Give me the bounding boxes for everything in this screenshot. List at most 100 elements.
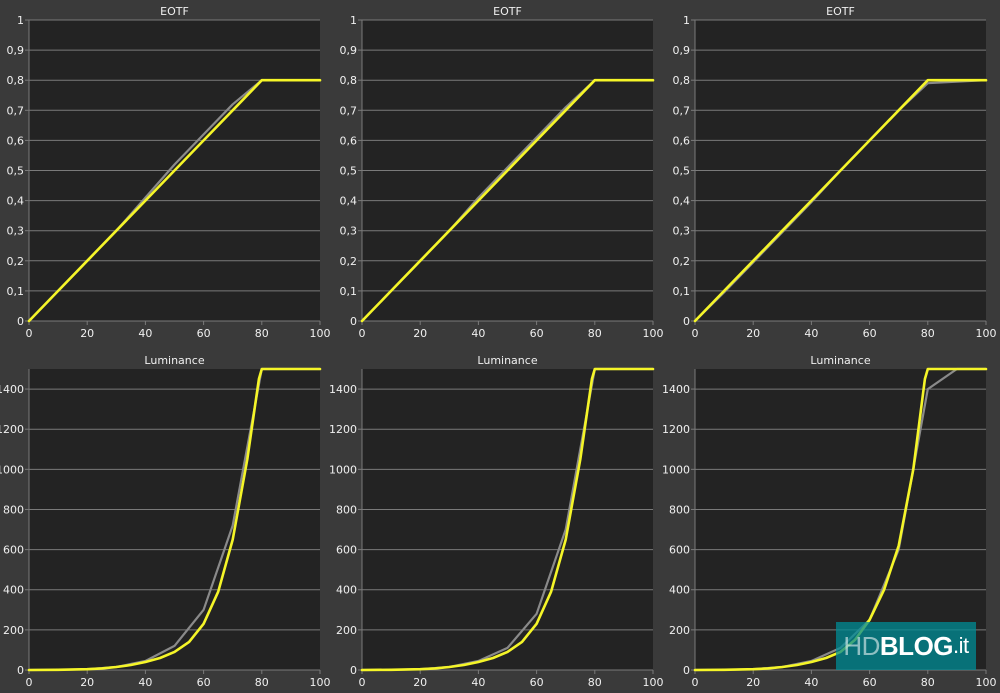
watermark-hd: HD <box>843 630 880 661</box>
y-tick-label: 0,9 <box>673 44 691 57</box>
x-tick-label: 60 <box>863 327 877 340</box>
plot-area <box>695 369 986 670</box>
chart-title: EOTF <box>493 5 522 18</box>
series-line-measured <box>27 367 322 672</box>
x-tick-label: 80 <box>921 327 935 340</box>
x-tick-label: 40 <box>804 327 818 340</box>
plot-area <box>29 369 320 670</box>
x-tick-label: 60 <box>197 327 211 340</box>
y-tick-label: 0,9 <box>340 44 358 57</box>
y-tick-label: 0 <box>350 664 357 677</box>
y-tick-label: 1 <box>350 14 357 27</box>
chart-title: Luminance <box>810 354 870 367</box>
chart-panel-5: Luminance 0 200 400 600 800 1000 1200 1400 0 20 40 6… <box>329 354 664 689</box>
series-line-measured <box>360 78 655 323</box>
y-tick-label: 0,9 <box>7 44 25 57</box>
series-line-measured <box>27 78 322 323</box>
chart-title: EOTF <box>826 5 855 18</box>
y-tick-label: 0,3 <box>673 225 691 238</box>
y-tick-label: 400 <box>669 584 690 597</box>
y-tick-label: 1 <box>17 14 24 27</box>
y-tick-label: 1400 <box>329 383 357 396</box>
y-tick-label: 200 <box>669 624 690 637</box>
y-tick-label: 200 <box>3 624 24 637</box>
y-tick-label: 0,3 <box>7 225 25 238</box>
chart-title: Luminance <box>477 354 537 367</box>
y-tick-label: 600 <box>336 544 357 557</box>
hdblog-watermark: HD BLOG .it <box>836 622 976 670</box>
y-tick-label: 0 <box>350 315 357 328</box>
x-tick-label: 40 <box>138 327 152 340</box>
x-tick-label: 100 <box>310 327 331 340</box>
chart-title: EOTF <box>160 5 189 18</box>
x-tick-label: 60 <box>863 676 877 689</box>
x-tick-label: 20 <box>746 676 760 689</box>
x-tick-label: 80 <box>255 676 269 689</box>
x-tick-label: 0 <box>692 327 699 340</box>
y-tick-label: 800 <box>3 503 24 516</box>
y-tick-label: 1000 <box>329 463 357 476</box>
watermark-blog: BLOG <box>879 630 954 661</box>
y-tick-label: 0,6 <box>7 134 25 147</box>
y-tick-label: 0,5 <box>340 165 358 178</box>
y-tick-label: 0,1 <box>673 285 691 298</box>
y-tick-label: 400 <box>3 584 24 597</box>
y-tick-label: 1200 <box>0 423 24 436</box>
x-tick-label: 20 <box>80 327 94 340</box>
x-tick-label: 100 <box>310 676 331 689</box>
y-tick-label: 0,5 <box>673 165 691 178</box>
y-tick-label: 0,4 <box>340 195 358 208</box>
y-tick-label: 1 <box>683 14 690 27</box>
y-tick-label: 0,2 <box>673 255 691 268</box>
x-tick-label: 0 <box>26 676 33 689</box>
x-tick-label: 60 <box>530 327 544 340</box>
y-tick-label: 0 <box>17 315 24 328</box>
y-tick-label: 0,6 <box>673 134 691 147</box>
x-tick-label: 40 <box>471 327 485 340</box>
y-tick-label: 800 <box>336 503 357 516</box>
y-tick-label: 0,1 <box>7 285 25 298</box>
x-tick-label: 0 <box>26 327 33 340</box>
y-tick-label: 0,3 <box>340 225 358 238</box>
y-tick-label: 0,7 <box>7 104 25 117</box>
series-line-measured <box>360 367 655 672</box>
x-tick-label: 100 <box>643 676 664 689</box>
y-tick-label: 0,6 <box>340 134 358 147</box>
x-tick-label: 60 <box>197 676 211 689</box>
x-tick-label: 0 <box>692 676 699 689</box>
x-tick-label: 20 <box>413 327 427 340</box>
y-tick-label: 1000 <box>0 463 24 476</box>
y-tick-label: 0 <box>683 315 690 328</box>
x-tick-label: 0 <box>359 327 366 340</box>
x-tick-label: 20 <box>80 676 94 689</box>
x-tick-label: 100 <box>643 327 664 340</box>
y-tick-label: 0,5 <box>7 165 25 178</box>
y-tick-label: 0 <box>17 664 24 677</box>
x-tick-label: 20 <box>746 327 760 340</box>
x-tick-label: 100 <box>976 327 997 340</box>
y-tick-label: 1200 <box>662 423 690 436</box>
y-tick-label: 0 <box>683 664 690 677</box>
x-tick-label: 40 <box>471 676 485 689</box>
chart-panel-6: Luminance 0 200 400 600 800 1000 1200 1400 0 20 40 6… <box>662 354 997 689</box>
y-tick-label: 0,1 <box>340 285 358 298</box>
y-tick-label: 0,7 <box>673 104 691 117</box>
y-tick-label: 1400 <box>0 383 24 396</box>
x-tick-label: 0 <box>359 676 366 689</box>
y-tick-label: 600 <box>3 544 24 557</box>
chart-title: Luminance <box>144 354 204 367</box>
y-tick-label: 1000 <box>662 463 690 476</box>
y-tick-label: 0,2 <box>340 255 358 268</box>
y-tick-label: 1400 <box>662 383 690 396</box>
x-tick-label: 40 <box>138 676 152 689</box>
x-tick-label: 20 <box>413 676 427 689</box>
y-tick-label: 0,8 <box>340 74 358 87</box>
y-tick-label: 0,7 <box>340 104 358 117</box>
chart-panel-4: Luminance 0 200 400 600 800 1000 1200 1400 0 20 40 6… <box>0 354 331 689</box>
x-tick-label: 60 <box>530 676 544 689</box>
y-tick-label: 0,8 <box>673 74 691 87</box>
chart-panel-1: EOTF 0 0,1 0,2 0,3 0,4 0,5 0,6 0,7 0,8 0,9 1 0 20 40 60… <box>7 5 331 340</box>
y-tick-label: 600 <box>669 544 690 557</box>
y-tick-label: 400 <box>336 584 357 597</box>
